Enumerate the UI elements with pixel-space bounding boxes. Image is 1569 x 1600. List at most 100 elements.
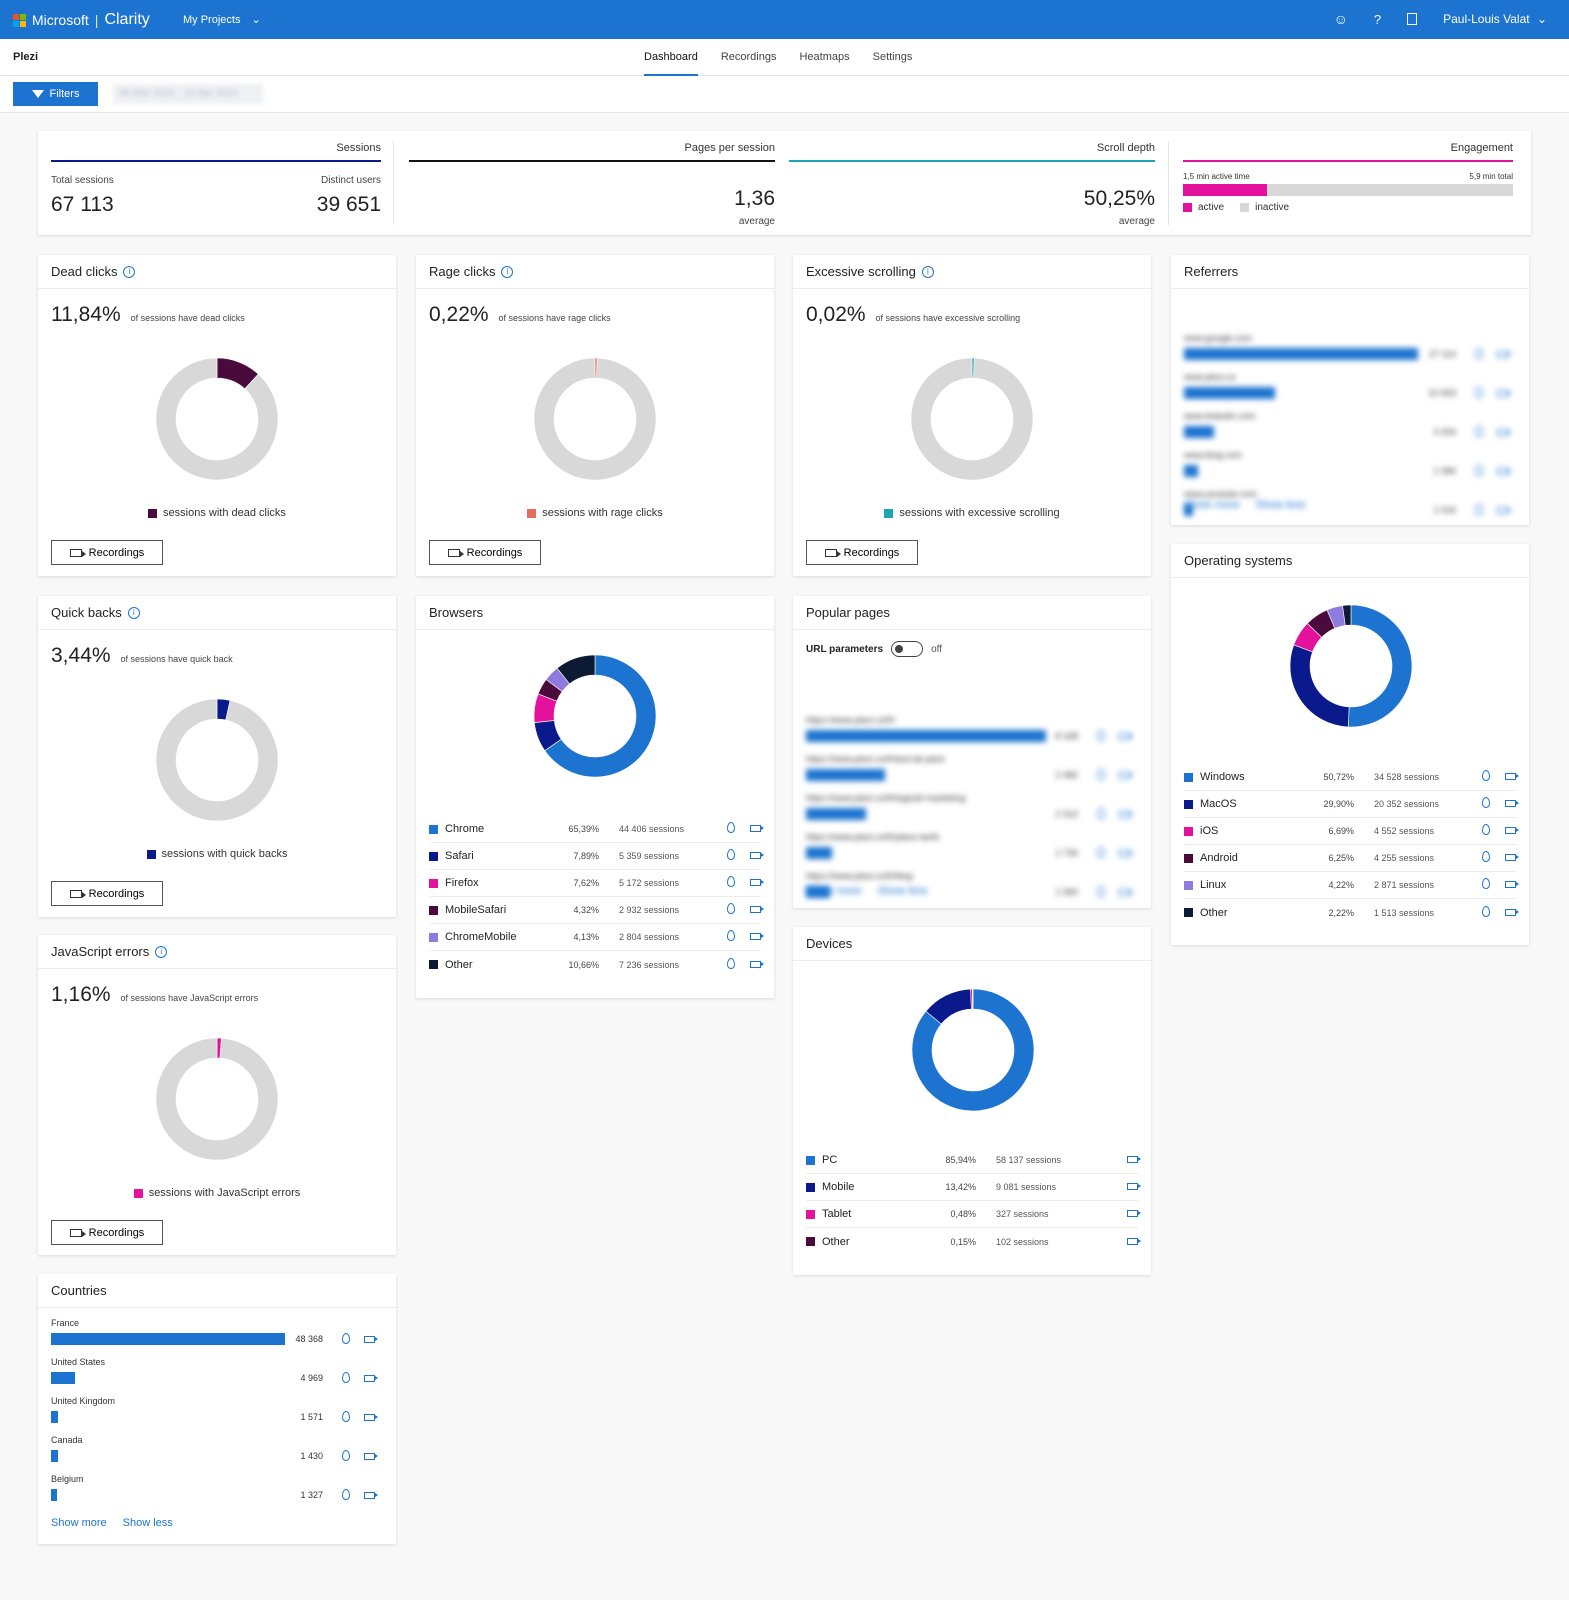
- heatmap-link[interactable]: [342, 1372, 350, 1385]
- heatmap-link[interactable]: [1464, 824, 1490, 838]
- heatmap-link[interactable]: [1464, 878, 1490, 892]
- recordings-link[interactable]: [735, 904, 764, 916]
- dead-clicks-recordings-button[interactable]: Recordings: [51, 540, 163, 565]
- rage-clicks-recordings-button[interactable]: Recordings: [429, 540, 541, 565]
- heatmap-link[interactable]: [1097, 730, 1105, 743]
- device-row-mobile[interactable]: Mobile 13,42% 9 081 sessions: [806, 1174, 1141, 1201]
- quick-backs-recordings-button[interactable]: Recordings: [51, 881, 163, 906]
- heatmap-link[interactable]: [1097, 769, 1105, 782]
- countries-show-less-link[interactable]: Show less: [122, 1517, 173, 1529]
- pages-show-more-link[interactable]: Show more: [806, 885, 862, 897]
- recordings-link[interactable]: [1112, 1181, 1141, 1193]
- user-menu[interactable]: Paul-Louis Valat ⌄: [1443, 12, 1547, 26]
- recordings-link[interactable]: [1490, 852, 1519, 864]
- page-row[interactable]: https://www.plezi.co/fr/logiciel-marketi…: [806, 793, 1138, 832]
- country-row[interactable]: United Kingdom 1 571: [51, 1396, 383, 1435]
- document-icon[interactable]: [1407, 13, 1418, 25]
- heatmap-link[interactable]: [342, 1333, 350, 1346]
- tab-dashboard[interactable]: Dashboard: [644, 39, 698, 76]
- heatmap-link[interactable]: [1475, 504, 1483, 517]
- recordings-link[interactable]: [1490, 825, 1519, 837]
- countries-show-more-link[interactable]: Show more: [51, 1517, 107, 1529]
- filters-button[interactable]: Filters: [13, 82, 98, 106]
- page-row[interactable]: https://www.plezi.co/fr/blog 1 560: [806, 871, 1138, 910]
- referrer-row[interactable]: www.bing.com 1 084: [1184, 450, 1516, 489]
- heatmap-link[interactable]: [1464, 851, 1490, 865]
- os-row-other[interactable]: Other 2,22% 1 513 sessions: [1184, 899, 1519, 926]
- recordings-link[interactable]: [1112, 1154, 1141, 1166]
- device-row-pc[interactable]: PC 85,94% 58 137 sessions: [806, 1147, 1141, 1174]
- browser-row-firefox[interactable]: Firefox 7,62% 5 172 sessions: [429, 870, 764, 897]
- info-icon[interactable]: i: [501, 265, 514, 278]
- page-row[interactable]: https://www.plezi.co/fr/plans-tarifs 1 73…: [806, 832, 1138, 871]
- date-range-chip[interactable]: 08 Mar 2021 - 12 Apr 2021: [113, 84, 263, 104]
- os-row-macos[interactable]: MacOS 29,90% 20 352 sessions: [1184, 791, 1519, 818]
- page-row[interactable]: https://www.plezi.co/fr/8 168: [806, 715, 1138, 754]
- url-parameters-toggle[interactable]: [891, 641, 924, 657]
- recordings-link[interactable]: [1490, 771, 1519, 783]
- heatmap-link[interactable]: [1464, 770, 1490, 784]
- browser-row-chrome[interactable]: Chrome 65,39% 44 406 sessions: [429, 816, 764, 843]
- pages-show-less-link[interactable]: Show less: [877, 885, 928, 897]
- recordings-link[interactable]: [1119, 849, 1133, 859]
- referrer-row[interactable]: www.youtube.com 1 016: [1184, 489, 1516, 528]
- tab-recordings[interactable]: Recordings: [720, 51, 777, 63]
- country-row[interactable]: Belgium 1 327: [51, 1474, 383, 1513]
- os-row-linux[interactable]: Linux 4,22% 2 871 sessions: [1184, 872, 1519, 899]
- browser-row-chromemobile[interactable]: ChromeMobile 4,13% 2 804 sessions: [429, 924, 764, 951]
- device-row-other[interactable]: Other 0,15% 102 sessions: [806, 1228, 1141, 1255]
- recordings-link[interactable]: [735, 823, 764, 835]
- heatmap-link[interactable]: [1464, 797, 1490, 811]
- recordings-link[interactable]: [735, 959, 764, 971]
- heatmap-link[interactable]: [1475, 426, 1483, 439]
- excessive-scrolling-recordings-button[interactable]: Recordings: [806, 540, 918, 565]
- recordings-link[interactable]: [1112, 1208, 1141, 1220]
- recordings-link[interactable]: [1119, 888, 1133, 898]
- country-row[interactable]: Canada 1 430: [51, 1435, 383, 1474]
- country-row[interactable]: France 48 368: [51, 1318, 383, 1357]
- tab-settings[interactable]: Settings: [872, 51, 913, 63]
- os-row-windows[interactable]: Windows 50,72% 34 528 sessions: [1184, 764, 1519, 791]
- recordings-link[interactable]: [1497, 389, 1511, 399]
- heatmap-link[interactable]: [1475, 387, 1483, 400]
- country-row[interactable]: United States 4 969: [51, 1357, 383, 1396]
- referrer-row[interactable]: www.linkedin.com 3 254: [1184, 411, 1516, 450]
- browser-row-mobilesafari[interactable]: MobileSafari 4,32% 2 932 sessions: [429, 897, 764, 924]
- page-row[interactable]: https://www.plezi.co/fr/test-de-plezi 2 4…: [806, 754, 1138, 793]
- device-row-tablet[interactable]: Tablet 0,48% 327 sessions: [806, 1201, 1141, 1228]
- referrer-row[interactable]: www.plezi.co 10 053: [1184, 372, 1516, 411]
- recordings-link[interactable]: [364, 1413, 378, 1423]
- feedback-smiley-icon[interactable]: ☺: [1333, 11, 1348, 27]
- recordings-link[interactable]: [1119, 771, 1133, 781]
- recordings-link[interactable]: [1497, 506, 1511, 516]
- heatmap-link[interactable]: [1097, 886, 1105, 899]
- info-icon[interactable]: i: [921, 265, 934, 278]
- browser-row-other[interactable]: Other 10,66% 7 236 sessions: [429, 951, 764, 978]
- heatmap-link[interactable]: [342, 1450, 350, 1463]
- os-row-android[interactable]: Android 6,25% 4 255 sessions: [1184, 845, 1519, 872]
- javascript-errors-recordings-button[interactable]: Recordings: [51, 1220, 163, 1245]
- info-icon[interactable]: i: [123, 265, 136, 278]
- recordings-link[interactable]: [364, 1491, 378, 1501]
- heatmap-link[interactable]: [1097, 847, 1105, 860]
- recordings-link[interactable]: [1119, 732, 1133, 742]
- brand-logo[interactable]: Microsoft | Clarity: [13, 11, 150, 29]
- info-icon[interactable]: i: [155, 945, 168, 958]
- referrers-show-more-link[interactable]: Show more: [1184, 499, 1240, 511]
- recordings-link[interactable]: [364, 1452, 378, 1462]
- referrers-show-less-link[interactable]: Show less: [1255, 499, 1306, 511]
- recordings-link[interactable]: [735, 850, 764, 862]
- recordings-link[interactable]: [735, 877, 764, 889]
- heatmap-link[interactable]: [709, 849, 735, 863]
- heatmap-link[interactable]: [709, 876, 735, 890]
- recordings-link[interactable]: [364, 1335, 378, 1345]
- recordings-link[interactable]: [1119, 810, 1133, 820]
- recordings-link[interactable]: [1497, 428, 1511, 438]
- heatmap-link[interactable]: [709, 903, 735, 917]
- heatmap-link[interactable]: [1475, 465, 1483, 478]
- recordings-link[interactable]: [1490, 907, 1519, 919]
- heatmap-link[interactable]: [1464, 905, 1490, 920]
- recordings-link[interactable]: [1497, 350, 1511, 360]
- heatmap-link[interactable]: [342, 1411, 350, 1424]
- referrer-row[interactable]: www.google.com 27 114: [1184, 333, 1516, 372]
